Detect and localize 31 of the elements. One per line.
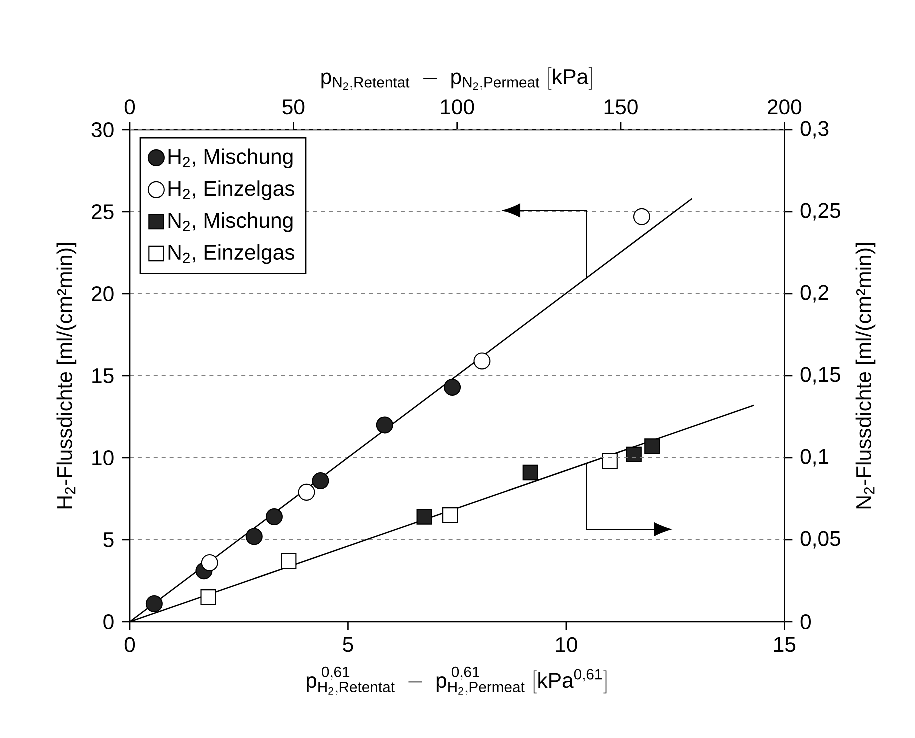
x2-tick-label: 50 [282,100,305,115]
y-tick-label: 10 [92,450,114,466]
y-tick-label: 0 [104,614,114,630]
y2-tick-label: 0,25 [800,203,840,221]
x-tick-label: 15 [774,637,796,652]
legend-label: H$_{2}$, Einzelgas [168,180,295,200]
legend-label: N$_{2}$, Mischung [168,212,293,232]
x-tick-label: 0 [124,637,136,652]
x2-tick-label: 150 [604,100,638,115]
y-axis-title: H$_{2}$-Flussdichte [ml/(cm²min)] [56,243,77,509]
y2-tick-label: 0,3 [800,121,829,139]
x2-axis-title: $\mathrm{p_{N_2{,}Retentat}\ -\ p_{N_2{,}Permeat}\ [kPa]}$ [322,67,592,90]
x-axis-title: $\mathrm{p_{H_2{,}Retentat}^{\;0{,}61}\ -\ p_{H_2{,}Permeat}^{\;0{,}61}\ [kPa^{0{,}61}]}$ [306,666,607,696]
y-tick-label: 15 [92,368,114,384]
y2-tick-label: 0,05 [800,531,840,549]
x2-tick-label: 200 [768,100,802,115]
y2-tick-label: 0,15 [800,367,840,385]
y-tick-label: 30 [92,122,114,138]
x-tick-label: 5 [343,637,354,652]
y2-axis-title: N$_{2}$-Flussdichte [ml/(cm²min)] [856,243,876,509]
x2-tick-label: 0 [124,100,136,115]
x-tick-label: 10 [556,637,578,652]
y-tick-label: 20 [92,286,114,302]
y-tick-label: 25 [92,204,114,220]
legend-label: H$_{2}$, Mischung [168,148,293,169]
legend-label: N$_{2}$, Einzelgas [168,244,295,264]
y2-tick-label: 0,2 [800,285,828,303]
y2-tick-label: 0,1 [800,449,829,467]
y-tick-label: 5 [104,532,114,548]
x2-tick-label: 100 [441,100,474,115]
y2-tick-label: 0 [800,614,812,630]
